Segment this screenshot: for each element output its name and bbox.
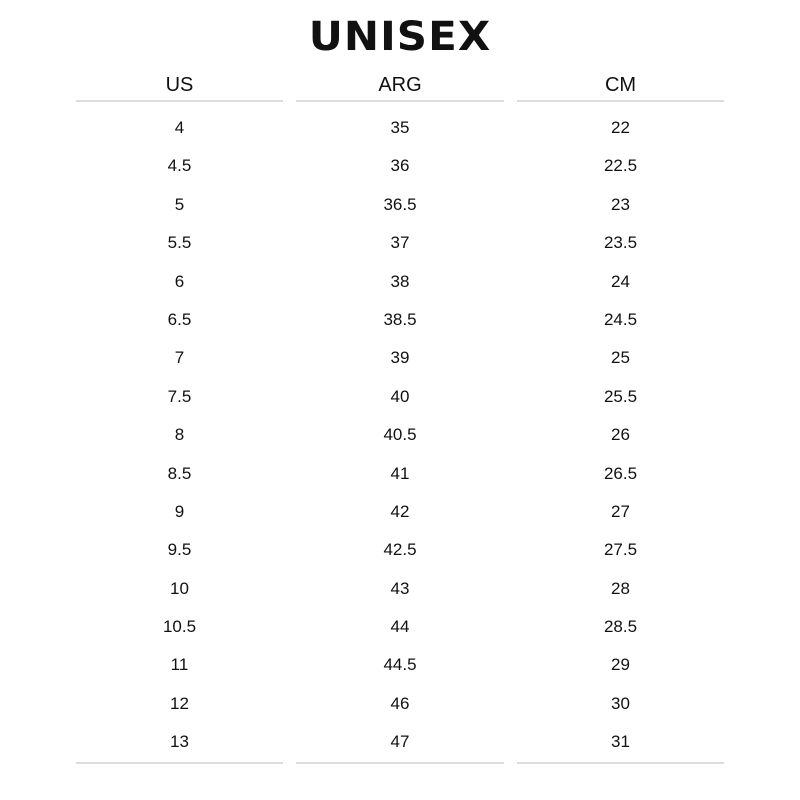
- size-cell: 27.5: [603, 540, 638, 560]
- size-cell: 6.5: [167, 309, 192, 329]
- size-cell: 23.5: [603, 233, 638, 253]
- size-cell: 5: [174, 194, 185, 214]
- size-cell: 38: [390, 271, 410, 291]
- size-cell: 22.5: [603, 156, 638, 176]
- size-cell: 12: [170, 693, 189, 713]
- column-header-arg: ARG: [296, 70, 504, 102]
- size-cell: 38.5: [383, 309, 417, 329]
- size-cell: 30: [611, 693, 630, 713]
- size-cell: 8: [174, 425, 185, 445]
- size-cell: 7: [174, 348, 185, 368]
- size-cell: 5.5: [167, 233, 192, 253]
- size-cell: 13: [170, 732, 189, 752]
- column-values-us: 4 4.5 5 5.5 6 6.5 7 7.5 8 8.5 9 9.5 10 10.5 11 12 13: [76, 102, 283, 764]
- size-cell: 47: [390, 732, 410, 752]
- size-cell: 26: [611, 425, 630, 445]
- size-cell: 6: [174, 271, 185, 291]
- size-cell: 37: [390, 233, 410, 253]
- size-cell: 24.5: [603, 309, 638, 329]
- size-cell: 29: [611, 655, 630, 675]
- column-values-arg: 35 36 36.5 37 38 38.5 39 40 40.5 41 42 42.5 43 44 44.5…: [296, 102, 504, 764]
- size-cell: 44: [390, 617, 410, 637]
- size-cell: 28: [611, 578, 630, 598]
- size-cell: 11: [170, 655, 189, 675]
- size-cell: 4: [174, 118, 185, 137]
- size-cell: 40: [390, 386, 410, 406]
- size-cell: 25.5: [603, 386, 638, 406]
- size-cell: 43: [390, 578, 410, 598]
- column-arg: ARG 35 36 36.5 37 38 38.5 39 40 40.5 41 42 42.5 43 44…: [296, 70, 504, 764]
- column-cm: CM 22 22.5 23 23.5 24 24.5 25 25.5 26 26.5 27 27.5 2…: [517, 70, 724, 764]
- size-cell: 40.5: [383, 425, 417, 445]
- size-cell: 44.5: [383, 655, 417, 675]
- size-cell: 28.5: [603, 617, 638, 637]
- column-header-cm: CM: [517, 70, 724, 102]
- size-cell: 23: [611, 194, 630, 214]
- size-cell: 7.5: [167, 386, 192, 406]
- size-cell: 27: [611, 501, 630, 521]
- size-cell: 35: [390, 118, 410, 137]
- size-cell: 26.5: [603, 463, 638, 483]
- size-cell: 36.5: [383, 194, 417, 214]
- size-cell: 31: [611, 732, 630, 752]
- column-header-us: US: [76, 70, 283, 102]
- size-cell: 24: [611, 271, 630, 291]
- size-cell: 10: [170, 578, 189, 598]
- size-cell: 36: [390, 156, 410, 176]
- size-cell: 22: [611, 118, 630, 137]
- column-us: US 4 4.5 5 5.5 6 6.5 7 7.5 8 8.5 9 9.5 10 10.5 11 12 13: [76, 70, 283, 764]
- size-cell: 41: [390, 463, 410, 483]
- size-cell: 46: [390, 693, 410, 713]
- size-cell: 42: [390, 501, 410, 521]
- column-values-cm: 22 22.5 23 23.5 24 24.5 25 25.5 26 26.5 27 27.5 28 28…: [517, 102, 724, 764]
- size-cell: 39: [390, 348, 410, 368]
- size-cell: 8.5: [167, 463, 192, 483]
- size-cell: 25: [611, 348, 630, 368]
- size-cell: 4.5: [167, 156, 192, 176]
- size-cell: 9: [174, 501, 185, 521]
- size-cell: 42.5: [383, 540, 417, 560]
- size-chart-title: UNISEX: [308, 14, 492, 60]
- size-cell: 9.5: [167, 540, 192, 560]
- size-cell: 10.5: [162, 617, 197, 637]
